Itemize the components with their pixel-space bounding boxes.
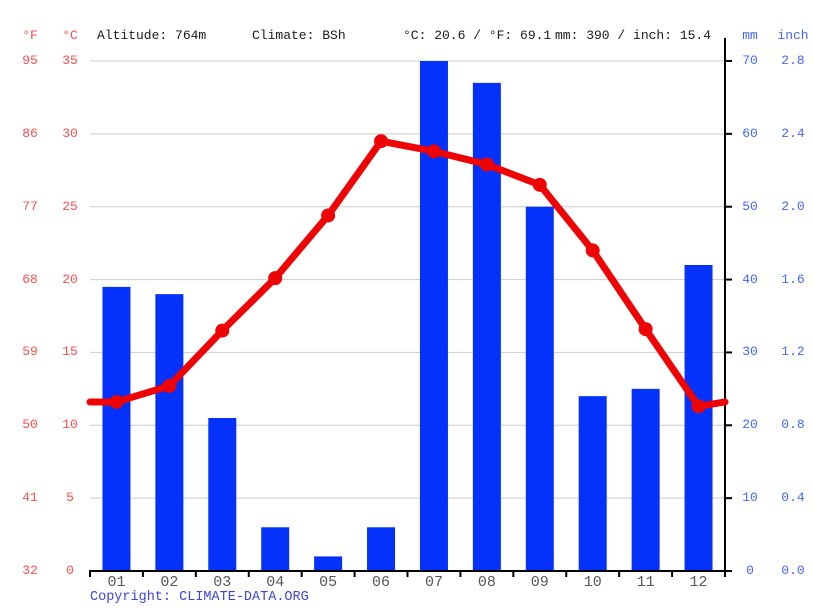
celsius-tick-label: 20 <box>62 271 78 287</box>
precip-bar <box>525 206 554 571</box>
precip-bar <box>208 418 237 571</box>
celsius-tick-label: 30 <box>62 125 78 141</box>
month-tick-label: 10 <box>583 574 602 591</box>
fahrenheit-tick-label: 86 <box>22 125 38 141</box>
temperature-point <box>215 323 230 338</box>
mm-tick-label: 50 <box>742 198 758 214</box>
month-tick-label: 08 <box>477 574 496 591</box>
inch-tick-label: 2.0 <box>781 198 805 214</box>
temperature-point <box>268 271 283 286</box>
month-tick-label: 09 <box>530 574 549 591</box>
precip-bar <box>578 396 607 571</box>
precip-bar <box>631 388 660 571</box>
month-tick-label: 07 <box>424 574 443 591</box>
temperature-point <box>585 243 600 258</box>
month-tick-label: 04 <box>266 574 285 591</box>
celsius-tick-label: 5 <box>66 490 74 506</box>
copyright-link[interactable]: Copyright: CLIMATE-DATA.ORG <box>90 590 309 605</box>
temperature-point <box>321 208 336 223</box>
temperature-point <box>532 177 547 192</box>
mm-tick-label: 70 <box>742 53 758 68</box>
celsius-tick-label: 0 <box>66 563 74 578</box>
fahrenheit-tick-label: 50 <box>22 417 38 433</box>
temperature-point <box>638 322 653 337</box>
mm-tick-label: 10 <box>742 490 758 506</box>
celsius-tick-label: 10 <box>62 417 78 433</box>
temperature-point <box>162 378 177 393</box>
month-tick-label: 11 <box>636 574 655 591</box>
mm-tick-label: 40 <box>742 271 758 287</box>
mm-tick-label: 20 <box>742 417 758 433</box>
temperature-point <box>426 144 441 159</box>
header-fahrenheit-unit: °F <box>22 28 38 43</box>
precip-bar <box>261 527 290 571</box>
precip-bar <box>472 82 501 571</box>
fahrenheit-tick-label: 95 <box>22 53 38 68</box>
celsius-tick-label: 15 <box>62 344 78 360</box>
fahrenheit-tick-label: 32 <box>22 563 38 578</box>
climate-classification-label: Climate: BSh <box>252 28 346 43</box>
temperature-line <box>86 137 729 410</box>
total-precipitation-label: mm: 390 / inch: 15.4 <box>555 28 712 43</box>
precip-bar <box>314 556 343 571</box>
fahrenheit-tick-label: 41 <box>22 490 38 506</box>
temperature-point <box>374 134 389 149</box>
fahrenheit-tick-label: 77 <box>22 198 38 214</box>
celsius-tick-label: 25 <box>62 198 78 214</box>
precip-bar <box>367 527 396 571</box>
header-mm-unit: mm <box>742 28 758 43</box>
month-tick-label: 01 <box>107 574 126 591</box>
mm-tick-label: 30 <box>742 344 758 360</box>
inch-tick-label: 2.8 <box>781 53 805 68</box>
mm-tick-label: 0 <box>746 563 754 578</box>
inch-tick-label: 1.6 <box>781 271 805 287</box>
precip-bar <box>155 294 184 571</box>
fahrenheit-tick-label: 68 <box>22 271 38 287</box>
precip-bar <box>419 61 448 571</box>
precip-bar <box>102 286 131 571</box>
month-tick-label: 12 <box>689 574 708 591</box>
month-tick-label: 03 <box>213 574 232 591</box>
inch-tick-label: 2.4 <box>781 125 805 141</box>
month-tick-label: 02 <box>160 574 179 591</box>
inch-tick-label: 1.2 <box>781 344 805 360</box>
mm-tick-label: 60 <box>742 125 758 141</box>
month-tick-label: 06 <box>372 574 391 591</box>
temperature-point <box>691 399 706 414</box>
header-celsius-unit: °C <box>62 28 78 43</box>
header-inch-unit: inch <box>777 28 809 43</box>
altitude-label: Altitude: 764m <box>97 28 207 43</box>
mean-temperature-label: °C: 20.6 / °F: 69.1 <box>403 28 552 43</box>
celsius-tick-label: 35 <box>62 53 78 68</box>
precip-bar <box>684 265 713 571</box>
inch-tick-label: 0.4 <box>781 490 805 506</box>
inch-tick-label: 0.8 <box>781 417 805 433</box>
fahrenheit-tick-label: 59 <box>22 344 38 360</box>
temperature-point <box>479 157 494 172</box>
month-tick-label: 05 <box>319 574 338 591</box>
inch-tick-label: 0.0 <box>781 563 805 578</box>
temperature-point <box>109 394 124 409</box>
